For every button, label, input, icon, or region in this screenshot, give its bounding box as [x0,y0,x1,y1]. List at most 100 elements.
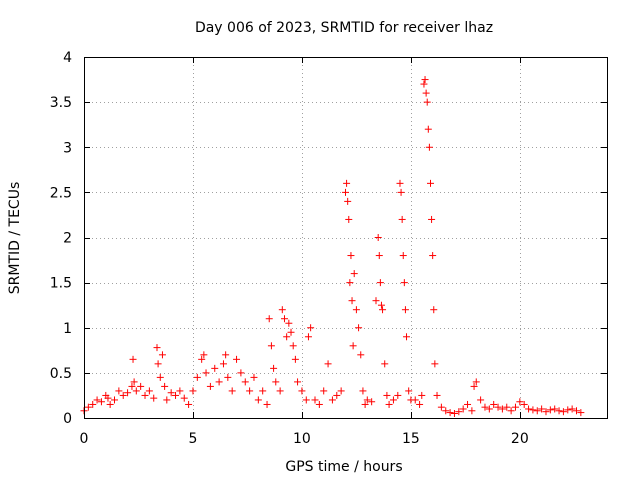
data-point [481,403,489,411]
data-point [106,400,114,408]
data-point [428,215,436,223]
data-point [347,252,355,260]
grid [84,57,607,418]
axis-ticks [84,57,607,419]
data-point [383,391,391,399]
data-point [172,391,180,399]
data-point [430,306,438,314]
data-point [130,378,138,386]
data-point [115,387,123,395]
x-axis-label: GPS time / hours [285,459,402,475]
data-point [396,179,404,187]
data-point [180,394,188,402]
data-point [206,382,214,390]
data-point [431,360,439,368]
y-tick-label: 4 [63,50,72,66]
y-tick-label: 2 [63,231,72,247]
data-point [128,382,136,390]
data-point [154,360,162,368]
data-point [389,396,397,404]
data-point [324,360,332,368]
data-point [385,400,393,408]
x-tick-label: 0 [80,431,89,447]
data-point [302,396,310,404]
data-point [265,315,273,323]
data-point [577,409,585,417]
data-point [374,234,382,241]
data-point [423,98,431,106]
data-points [80,76,585,417]
data-point [464,400,472,408]
data-point [137,382,145,390]
data-point [153,344,161,352]
data-point [559,408,567,416]
data-point [361,400,369,408]
data-point [403,333,411,341]
data-point [246,387,254,395]
data-point [304,333,312,341]
data-point [298,387,306,395]
data-point [437,403,445,411]
data-point [516,398,524,406]
data-point [287,328,295,336]
data-point [89,400,97,408]
data-point [551,405,559,413]
data-point [145,387,153,395]
data-point [198,355,206,363]
data-point [398,215,406,223]
data-point [344,197,352,205]
data-point [320,387,328,395]
data-point [119,391,127,399]
data-point [372,297,380,305]
data-point [202,369,210,377]
data-point [84,403,92,411]
data-point [337,387,345,395]
data-point [294,378,302,386]
data-point [237,369,245,377]
data-point [477,396,485,404]
data-point [368,398,376,406]
data-point [416,400,424,408]
data-point [278,306,286,314]
data-point [468,407,476,415]
data-point [156,373,164,381]
data-point [405,387,413,395]
x-tick-label: 15 [402,431,420,447]
data-point [228,387,236,395]
data-point [348,297,356,305]
data-point [376,279,384,287]
data-point [280,315,288,323]
data-point [379,306,387,314]
data-point [503,403,511,411]
data-point [346,279,354,287]
data-point [254,396,262,404]
data-point [538,405,546,413]
data-point [422,89,430,97]
data-point [546,406,554,414]
data-point [349,342,357,350]
data-point [542,408,550,416]
data-point [357,351,365,359]
data-point [426,179,434,187]
data-point [352,306,360,314]
data-point [490,400,498,408]
data-point [394,391,402,399]
y-tick-label: 3.5 [50,95,72,111]
data-point [418,391,426,399]
data-point [233,355,241,363]
data-point [219,360,227,368]
data-point [200,351,208,359]
data-point [359,387,367,395]
data-point [455,408,463,416]
data-point [433,391,441,399]
data-point [291,355,299,363]
data-point [333,391,341,399]
data-point [529,406,537,414]
data-point [285,319,293,327]
data-point [150,394,158,402]
plot-frame [84,57,608,419]
data-point [185,400,193,408]
data-point [93,396,101,404]
data-point [193,373,201,381]
y-axis-label: SRMTID / TECUs [7,182,23,295]
